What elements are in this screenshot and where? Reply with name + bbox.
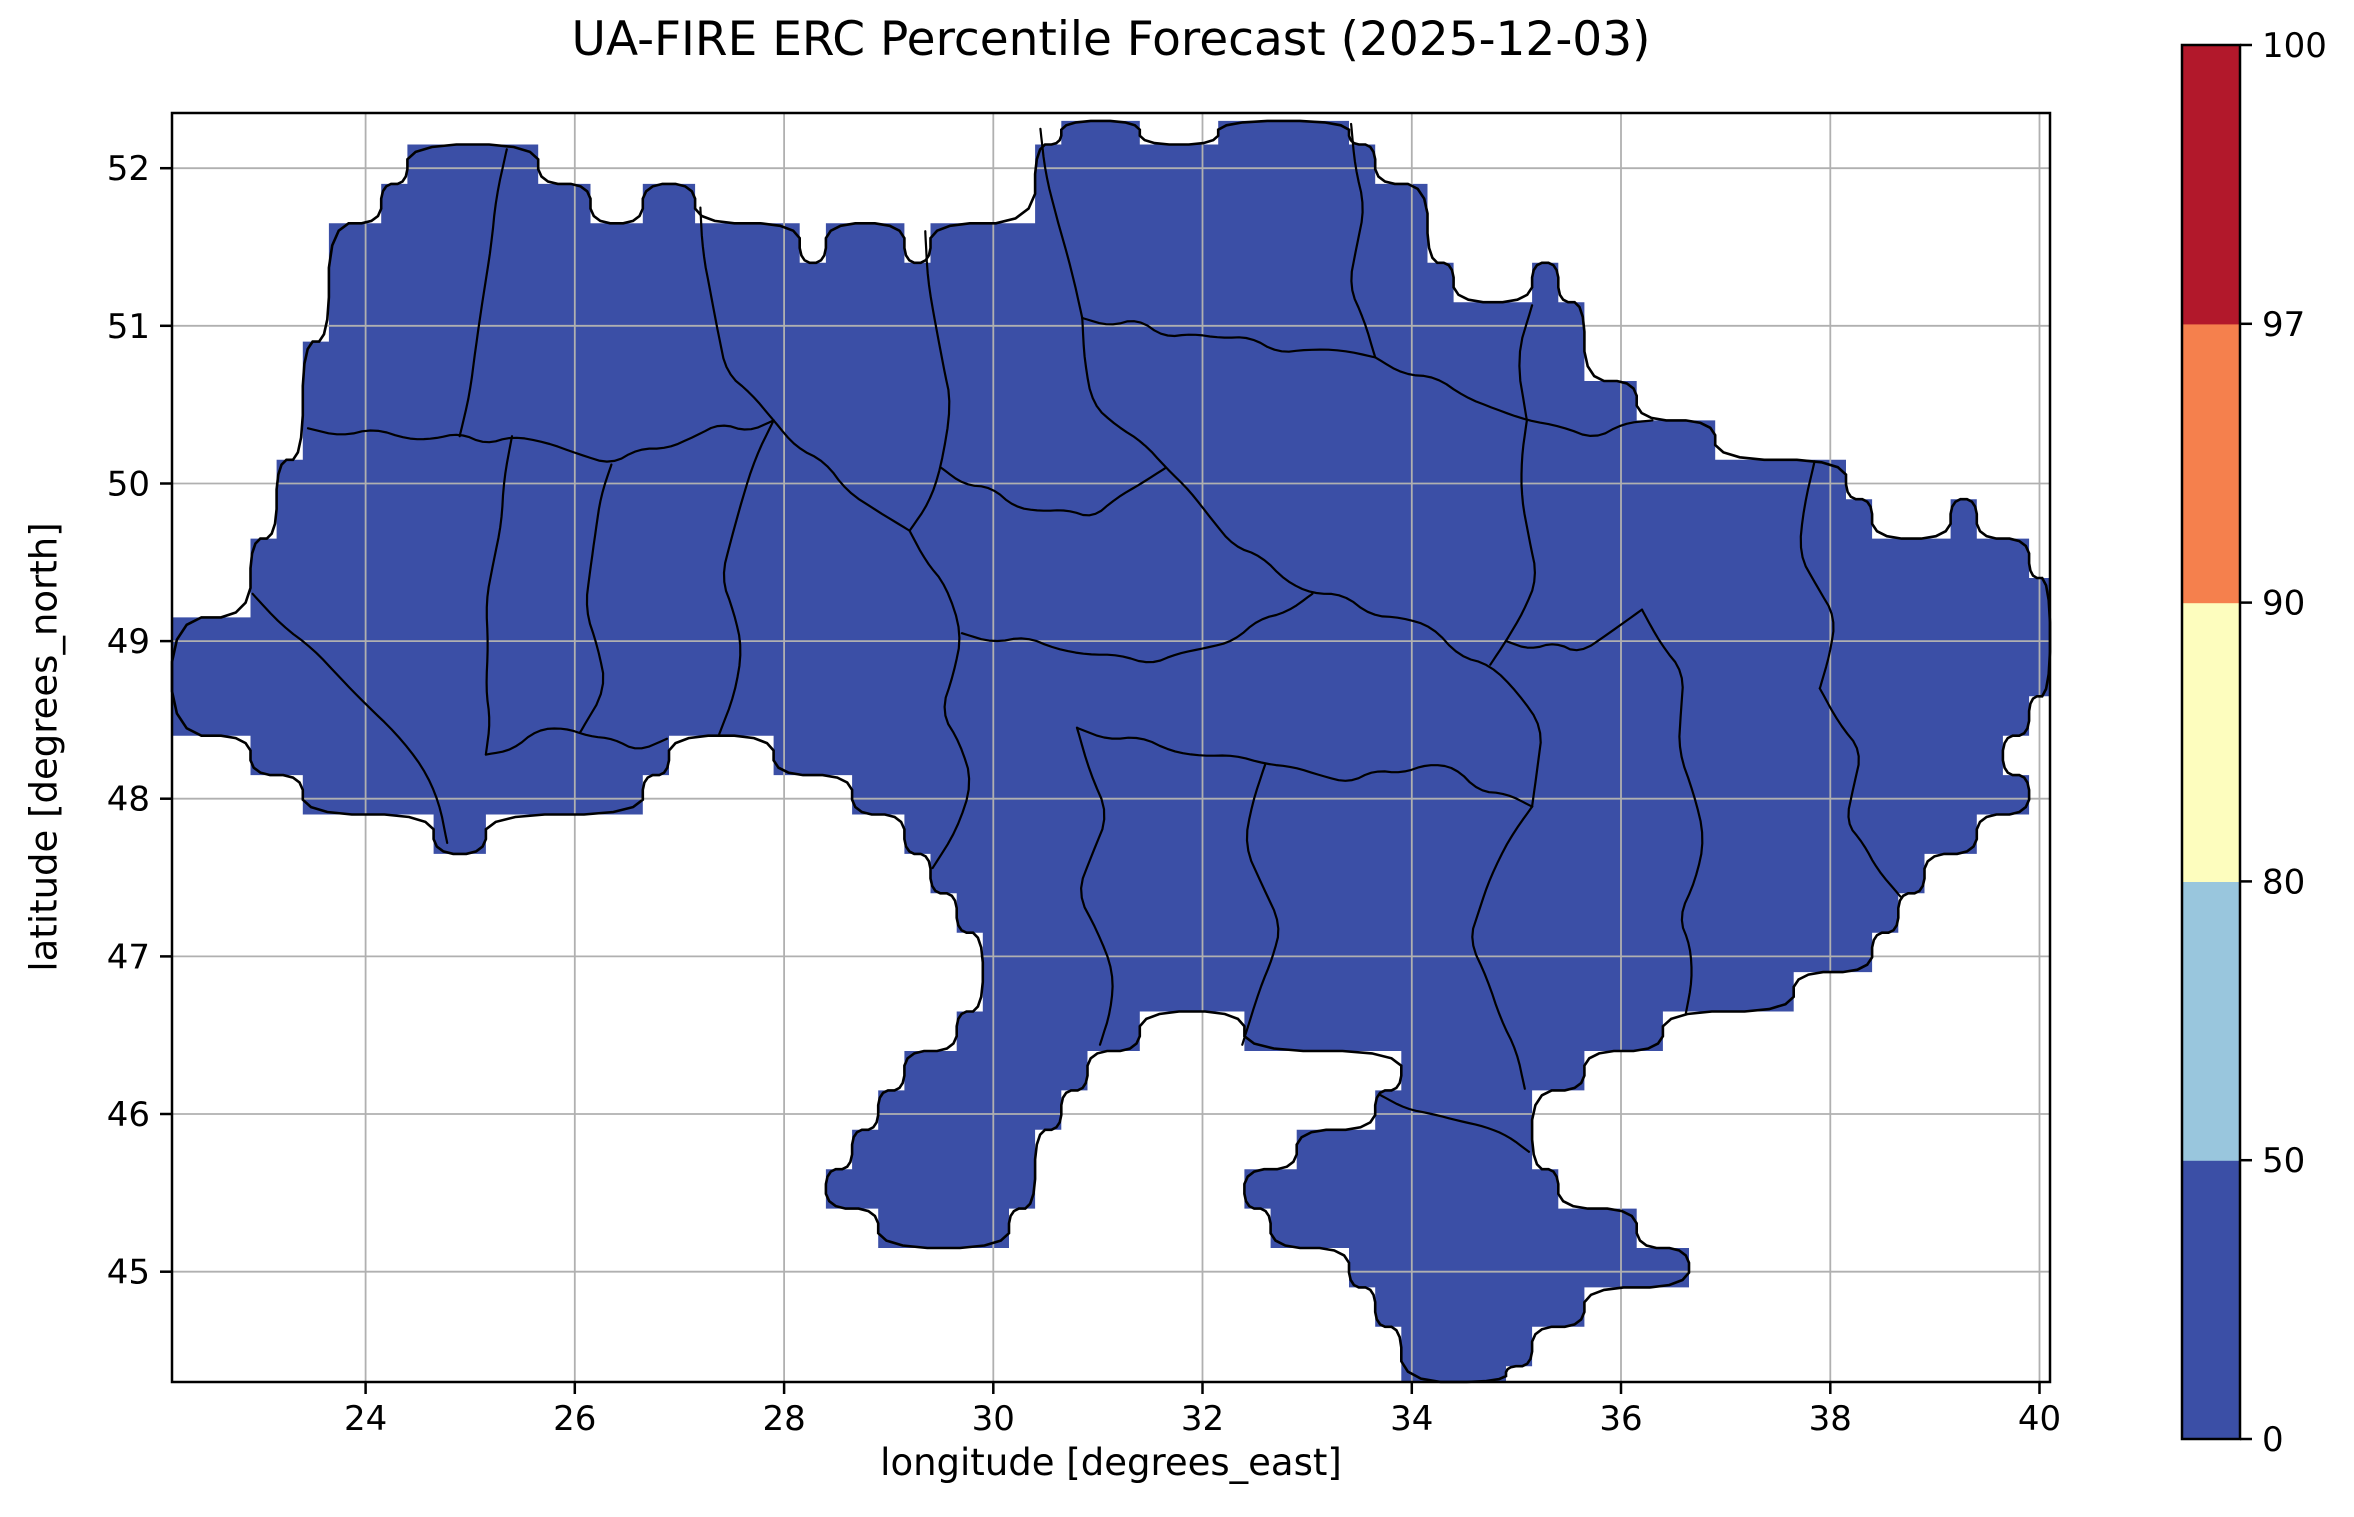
oblast-border	[484, 727, 668, 756]
colorbar-segment	[2182, 1160, 2240, 1440]
y-axis-label: latitude [degrees_north]	[22, 522, 66, 972]
colorbar-tick-label: 100	[2262, 26, 2327, 66]
x-tick-label: 40	[2018, 1399, 2061, 1439]
x-tick-label: 34	[1390, 1399, 1433, 1439]
colorbar: 0 50 80 90 97 100	[2180, 26, 2327, 1460]
colorbar-tick-label: 0	[2262, 1420, 2284, 1460]
colorbar-segment	[2182, 881, 2240, 1161]
oblast-border	[458, 148, 508, 438]
colorbar-segment	[2182, 45, 2240, 325]
x-tick-label: 32	[1181, 1399, 1224, 1439]
y-tick-label: 48	[107, 780, 150, 820]
oblast-border	[939, 466, 1167, 517]
chart-title: UA-FIRE ERC Percentile Forecast (2025-12…	[571, 12, 1651, 67]
colorbar-tick-label: 97	[2262, 305, 2305, 345]
oblast-border	[484, 435, 514, 756]
country-border	[170, 119, 2052, 1384]
oblast-border	[1081, 316, 1377, 359]
x-tick-label: 36	[1599, 1399, 1642, 1439]
y-tick-label: 52	[107, 149, 150, 189]
x-tick-label: 24	[344, 1399, 387, 1439]
plot-area	[170, 111, 2052, 1384]
oblast-border	[251, 592, 449, 844]
colorbar-segment	[2182, 602, 2240, 882]
oblast-border	[578, 463, 613, 734]
y-tick-label: 50	[107, 465, 150, 505]
oblast-border	[908, 230, 951, 532]
x-tick-label: 28	[762, 1399, 805, 1439]
axes-frame	[170, 111, 2052, 1384]
y-tick-label: 45	[107, 1253, 150, 1293]
oblast-border	[1350, 122, 1377, 359]
oblast-border	[1374, 356, 1654, 437]
x-tick-label: 26	[553, 1399, 596, 1439]
oblast-border	[1489, 419, 1536, 666]
oblast-border	[1471, 805, 1534, 1090]
oblast-border	[1039, 127, 1084, 319]
oblast-border	[1818, 687, 1902, 898]
x-tick-label: 30	[972, 1399, 1015, 1439]
colorbar-segment	[2182, 323, 2240, 604]
oblast-border	[718, 419, 775, 736]
colorbar-tick-label: 50	[2262, 1141, 2305, 1181]
x-tick-label: 38	[1809, 1399, 1852, 1439]
oblast-border	[1379, 1094, 1531, 1153]
x-axis-label: longitude [degrees_east]	[880, 1441, 1342, 1484]
oblast-border	[1075, 726, 1114, 1046]
y-tick-label: 46	[107, 1095, 150, 1135]
oblast-border	[306, 419, 775, 463]
oblast-border	[772, 419, 911, 532]
oblast-border	[699, 206, 775, 422]
oblast-border	[1081, 316, 1542, 808]
colorbar-tick-label: 90	[2262, 584, 2305, 624]
oblast-border	[1241, 763, 1280, 1046]
y-tick-label: 49	[107, 622, 150, 662]
oblast-border	[1799, 460, 1835, 690]
forecast-field-ukraine	[172, 120, 2050, 1382]
y-tick-label: 47	[107, 937, 150, 977]
colorbar-tick-label: 80	[2262, 862, 2305, 902]
oblast-border	[908, 529, 971, 870]
oblast-border	[960, 592, 1314, 664]
y-tick-label: 51	[107, 307, 150, 347]
colorbar-frame	[2180, 43, 2242, 1441]
oblast-border	[1504, 608, 1644, 652]
oblast-border	[1518, 304, 1534, 422]
oblast-border	[1640, 608, 1704, 1015]
oblast-border	[1075, 726, 1534, 808]
